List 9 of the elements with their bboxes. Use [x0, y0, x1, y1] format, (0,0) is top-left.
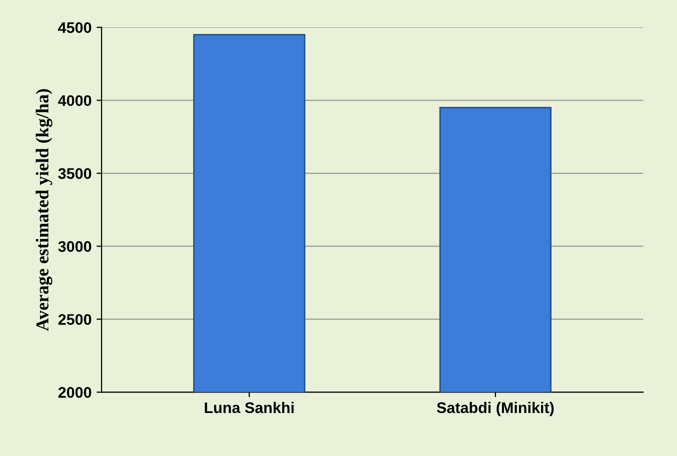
y-tick-label: 3500: [58, 168, 92, 179]
x-tick-label: Satabdi (Minikit): [436, 402, 554, 416]
y-tick-label: 2500: [58, 314, 92, 325]
y-tick-label: 3000: [58, 241, 92, 252]
x-tick-label: Luna Sankhi: [204, 402, 294, 414]
y-axis-title: Average estimated yield (kg/ha): [36, 89, 52, 332]
y-tick-label: 2000: [58, 387, 92, 398]
y-tick-label: 4500: [58, 22, 92, 34]
y-tick-label: 4000: [58, 95, 92, 106]
